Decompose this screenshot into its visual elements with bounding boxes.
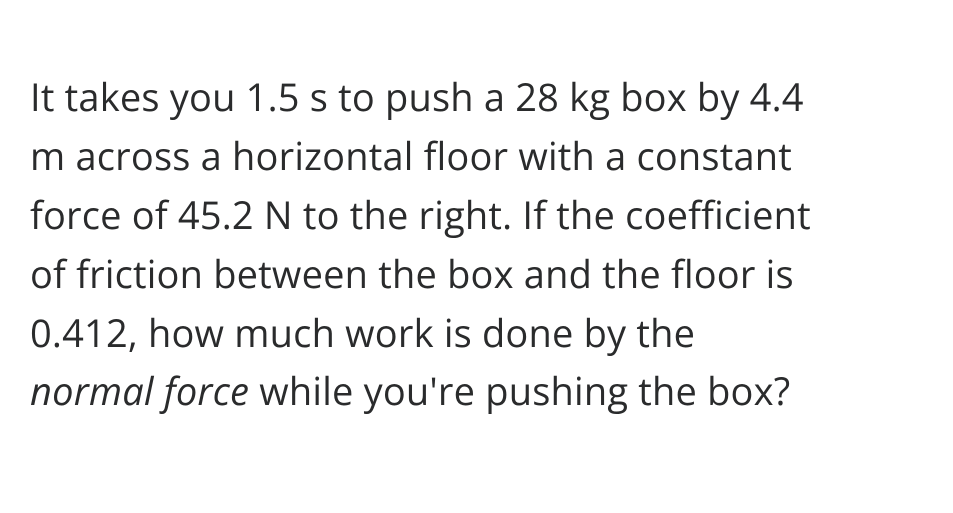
question-container: It takes you 1.5 s to push a 28 kg box b…	[0, 0, 953, 421]
question-text: It takes you 1.5 s to push a 28 kg box b…	[30, 68, 923, 421]
question-line-1: It takes you 1.5 s to push a 28 kg box b…	[30, 71, 804, 123]
question-line-3: force of 45.2 N to the right. If the coe…	[30, 189, 811, 241]
question-line-2: m across a horizontal floor with a const…	[30, 130, 792, 182]
question-line-4: of friction between the box and the floo…	[30, 248, 794, 300]
question-line-6-rest: while you're pushing the box?	[249, 365, 790, 417]
question-line-5: 0.412, how much work is done by the	[30, 307, 695, 359]
question-line-6-italic: normal force	[30, 365, 249, 417]
